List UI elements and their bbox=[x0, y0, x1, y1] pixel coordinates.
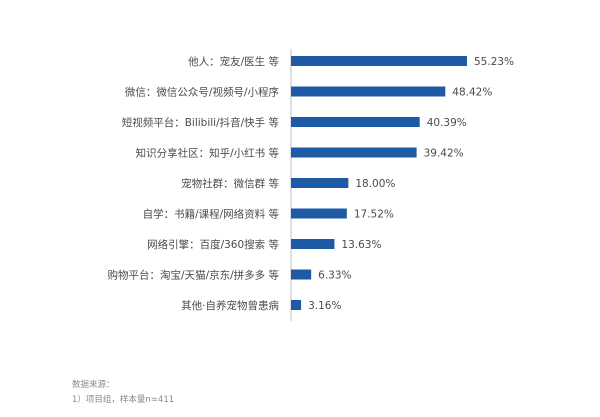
source-title: 数据来源： bbox=[72, 380, 115, 390]
value-label: 13.63% bbox=[341, 239, 381, 251]
bar bbox=[291, 178, 349, 188]
bar bbox=[291, 208, 347, 219]
category-label: 网络引擎：百度/360搜索 等 bbox=[147, 238, 279, 251]
value-label: 6.33% bbox=[318, 270, 351, 282]
category-label: 自学：书籍/课程/网络资料 等 bbox=[143, 208, 280, 221]
category-label: 其他·自养宠物曾患病 bbox=[181, 299, 279, 312]
value-label: 39.42% bbox=[424, 148, 464, 160]
category-label: 短视频平台：Bilibili/抖音/快手 等 bbox=[122, 116, 280, 129]
bar bbox=[291, 269, 312, 280]
bar bbox=[291, 239, 335, 249]
bar bbox=[291, 147, 417, 158]
category-label: 知识分享社区：知乎/小红书 等 bbox=[136, 147, 280, 160]
value-label: 55.23% bbox=[474, 56, 514, 68]
value-label: 17.52% bbox=[354, 209, 394, 221]
category-label: 微信：微信公众号/视频号/小程序 bbox=[125, 86, 279, 99]
bar bbox=[291, 86, 446, 97]
bar bbox=[291, 56, 467, 66]
category-label: 宠物社群：微信群 等 bbox=[181, 177, 279, 190]
bar bbox=[291, 300, 302, 310]
value-label: 18.00% bbox=[355, 178, 395, 190]
category-label: 购物平台：淘宝/天猫/京东/拼多多 等 bbox=[108, 269, 280, 282]
value-label: 40.39% bbox=[427, 117, 467, 129]
category-label: 他人：宠友/医生 等 bbox=[188, 55, 279, 68]
value-label: 48.42% bbox=[452, 87, 492, 99]
value-label: 3.16% bbox=[308, 300, 341, 312]
bar bbox=[291, 117, 420, 127]
source-note: 1）项目组，样本量n=411 bbox=[72, 395, 175, 405]
